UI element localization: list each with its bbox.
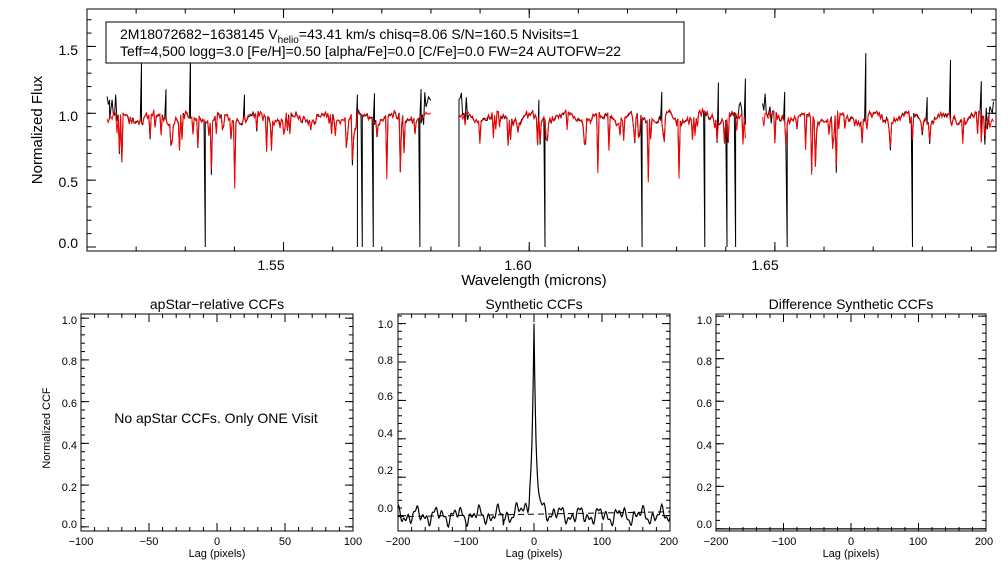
synthetic-ccf-title: Synthetic CCFs — [485, 296, 582, 312]
synthetic-ccf-xtick-label: 200 — [660, 536, 678, 548]
spectrum-y-axis-label: Normalized Flux — [29, 75, 46, 184]
difference-ccf-ytick-label: 0.8 — [697, 356, 712, 368]
synthetic-ccf-x-axis-label: Lag (pixels) — [506, 548, 563, 560]
apstar-ccf-xtick-label: −100 — [69, 536, 94, 548]
synthetic-ccf-ytick-label: 0.0 — [378, 503, 393, 515]
apstar-ccf-xtick-label: 100 — [344, 536, 362, 548]
apstar-ccf-ytick-label: 0.0 — [62, 519, 77, 531]
apstar-ccf-x-axis-label: Lag (pixels) — [189, 548, 246, 560]
apstar-ccf-ytick-label: 0.6 — [62, 398, 77, 410]
spectrum-ytick-label: 1.0 — [59, 108, 79, 124]
info-line-1: 2M18072682−1638145 Vhelio=43.41 km/s chi… — [120, 26, 579, 46]
difference-ccf-axis-ticks — [715, 314, 987, 531]
synthetic-ccf-lines — [397, 323, 671, 529]
apstar-ccf-panel: apStar−relative CCFs 0.0 0.2 0.4 0.6 0.8… — [41, 296, 362, 560]
info-box-frame — [105, 21, 685, 64]
info-box: 2M18072682−1638145 Vhelio=43.41 km/s chi… — [105, 21, 685, 64]
synthetic-spectrum-line — [106, 108, 432, 189]
difference-ccf-x-axis-label: Lag (pixels) — [823, 548, 880, 560]
observed-spectrum-line — [762, 53, 994, 248]
apstar-ccf-ytick-label: 0.8 — [62, 356, 77, 368]
spectrum-lines — [106, 53, 994, 248]
observed-spectrum-line — [106, 54, 432, 248]
synthetic-ccf-ytick-label: 1.0 — [378, 319, 393, 331]
spectrum-panel: 0.0 0.5 1.0 1.5 1.55 1.60 1.65 Wavelengt… — [29, 8, 997, 289]
difference-ccf-ytick-label: 1.0 — [697, 315, 712, 327]
apstar-ccf-ytick-label: 0.2 — [62, 482, 77, 494]
synthetic-ccf-xtick-label: 0 — [531, 536, 537, 548]
apstar-ccf-ytick-label: 0.4 — [62, 440, 77, 452]
difference-ccf-xtick-label: −200 — [704, 536, 729, 548]
difference-ccf-xtick-label: 200 — [975, 536, 993, 548]
difference-ccf-xtick-label: −100 — [772, 536, 797, 548]
spectrum-ytick-label: 0.0 — [59, 235, 79, 251]
info-line-1-values: =43.41 km/s chisq=8.06 S/N=160.5 Nvisits… — [299, 26, 579, 42]
synthetic-ccf-baseline — [397, 511, 671, 518]
spectrum-ytick-label: 0.5 — [59, 174, 79, 190]
difference-ccf-panel: Difference Synthetic CCFs 0.0 0.2 0.4 0.… — [697, 296, 993, 560]
synthetic-ccf-ytick-label: 0.6 — [378, 391, 393, 403]
apstar-ccf-xtick-label: −50 — [140, 536, 159, 548]
synthetic-ccf-xtick-label: −200 — [386, 536, 411, 548]
synthetic-ccf-xtick-label: −100 — [454, 536, 479, 548]
difference-ccf-xtick-label: 100 — [909, 536, 927, 548]
difference-ccf-ytick-label: 0.0 — [697, 519, 712, 531]
synthetic-ccf-ytick-label: 0.4 — [378, 428, 393, 440]
synthetic-ccf-xtick-label: 100 — [593, 536, 611, 548]
difference-ccf-title: Difference Synthetic CCFs — [769, 296, 934, 312]
synthetic-ccf-line — [397, 323, 671, 529]
apstar-ccf-xtick-label: 0 — [214, 536, 220, 548]
synthetic-ccf-panel: Synthetic CCFs 0.0 0.2 0.4 0.6 0.8 1.0 −… — [378, 296, 678, 560]
no-ccf-message: No apStar CCFs. Only ONE Visit — [114, 410, 318, 426]
apstar-ccf-y-axis-label: Normalized CCF — [41, 387, 53, 469]
apstar-ccf-title: apStar−relative CCFs — [150, 296, 284, 312]
difference-ccf-ytick-label: 0.4 — [697, 440, 712, 452]
difference-ccf-ytick-label: 0.6 — [697, 398, 712, 410]
apstar-ccf-xtick-label: 50 — [279, 536, 291, 548]
apstar-ccf-axis-ticks — [80, 314, 354, 531]
vhelio-symbol: V — [268, 26, 278, 42]
difference-ccf-plot-frame — [715, 313, 987, 532]
info-line-2: Teff=4,500 logg=3.0 [Fe/H]=0.50 [alpha/F… — [120, 43, 621, 59]
vhelio-subscript: helio — [278, 35, 300, 46]
synthetic-ccf-ytick-label: 0.8 — [378, 355, 393, 367]
synthetic-ccf-ytick-label: 0.2 — [378, 465, 393, 477]
apstar-ccf-ytick-label: 1.0 — [62, 315, 77, 327]
difference-ccf-ytick-label: 0.2 — [697, 482, 712, 494]
observed-spectrum-line — [458, 78, 746, 248]
difference-ccf-xtick-label: 0 — [848, 536, 854, 548]
spectrum-ytick-label: 1.5 — [59, 42, 79, 58]
spectrum-axis-ticks — [86, 9, 996, 251]
spectrum-x-axis-label: Wavelength (microns) — [461, 272, 606, 289]
spectrum-xtick-label: 1.60 — [504, 257, 531, 273]
spectrum-xtick-label: 1.65 — [751, 257, 778, 273]
spectrum-plot-frame — [86, 8, 997, 252]
synthetic-spectrum-line — [762, 109, 994, 175]
synthetic-spectrum-line — [458, 107, 746, 183]
star-id: 2M18072682−1638145 — [120, 26, 265, 42]
spectrum-xtick-label: 1.55 — [257, 257, 284, 273]
